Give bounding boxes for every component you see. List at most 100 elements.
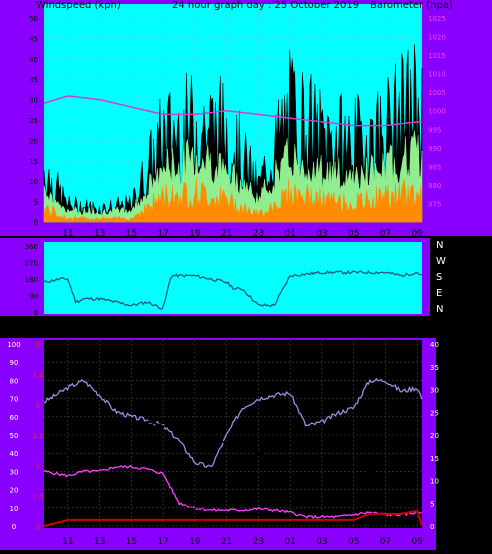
humidity-y-tick-label: 10 [10,505,19,513]
wind-y-tick-label: 5 [34,199,38,207]
barometer-y-tick-label: 985 [428,163,441,171]
graph-title: 24 hour graph day : 25 October 2019 [172,0,360,11]
dewpoint-series [43,464,423,520]
wind-y-tick-label: 30 [29,97,38,105]
rain-y-tick-label: 2 [36,402,40,410]
humidity-y-tick-label: 0 [12,523,16,531]
wind-x-tick-label: 19 [189,229,201,239]
barometer-y-tick-label: 1005 [428,89,446,97]
temperature-y-tick-label: 0 [430,523,434,531]
rain-y-tick-label: 1.5 [32,432,43,440]
wind-y-tick-label: 20 [29,137,38,145]
temperature-y-tick-label: 15 [430,455,439,463]
humidity-y-tick-label: 40 [10,450,19,458]
direction-y-tick-label: 270 [25,260,38,268]
rain-y-tick-label: 3 [36,341,40,349]
sunset-label: SunSet [185,502,217,512]
direction-y-tick-label: 90 [29,293,38,301]
temperature-y-tick-label: 40 [430,341,439,349]
humidity-series [43,377,423,469]
wind-y-tick-label: 25 [29,117,38,125]
humidity-y-tick-label: 50 [10,432,19,440]
wind-x-tick-label: 09 [412,229,424,239]
rain-y-tick-label: 1 [36,462,40,470]
windspeed-axis-title: Windspeed (kph) [36,0,121,11]
humidity-y-tick-label: 70 [10,396,19,404]
barometer-y-tick-label: 1000 [428,108,446,116]
barometer-series [43,95,422,127]
rain-y-tick-label: 0.5 [32,493,43,501]
compass-label-n-bottom: N [436,304,444,315]
temp-dewpoint-axis-title: Temperature (°C)Dew Point (°C) [312,321,472,332]
wind-direction-series [43,269,422,310]
wind-y-tick-label: 50 [29,15,38,23]
temperature-x-tick-label: 21 [221,537,232,547]
temperature-x-tick-label: 15 [126,537,137,547]
rain-y-tick-label: 2.5 [32,371,43,379]
wind-x-tick-label: 17 [157,229,168,239]
temperature-x-tick-label: 01 [284,537,295,547]
compass-label-n-top: N [436,240,444,251]
wind-x-tick-label: 23 [253,229,264,239]
barometer-y-tick-label: 990 [428,145,441,153]
humidity-y-tick-label: 90 [10,359,19,367]
direction-y-tick-label: 180 [25,276,38,284]
temperature-y-tick-label: 10 [430,478,439,486]
barometer-y-tick-label: 980 [428,182,441,190]
wind-x-tick-label: 15 [126,229,137,239]
temperature-y-tick-label: 20 [430,432,439,440]
humidity-y-tick-label: 20 [10,487,19,495]
temperature-x-tick-label: 05 [348,537,359,547]
wind-x-tick-label: 11 [62,229,73,239]
wind-y-tick-label: 15 [29,158,38,166]
wind-low-series [43,178,423,223]
direction-y-tick-label: 360 [25,243,38,251]
temperature-y-tick-label: 25 [430,409,439,417]
temperature-x-tick-label: 19 [189,537,201,547]
temperature-x-tick-label: 07 [380,537,391,547]
wind-x-tick-label: 07 [380,229,391,239]
wind-y-tick-label: 40 [29,56,38,64]
wind-y-tick-label: 10 [29,178,38,186]
wind-x-tick-label: 13 [94,229,105,239]
direction-plot-area [44,242,422,314]
barometer-y-tick-label: 1010 [428,71,446,79]
temperature-x-tick-label: 23 [253,537,264,547]
wind-y-tick-label: 0 [34,219,38,227]
wind-y-tick-label: 35 [29,76,38,84]
direction-y-tick-label: 0 [34,309,38,317]
rain-y-tick-label: 0 [36,523,40,531]
barometer-y-tick-label: 995 [428,126,441,134]
temperature-x-tick-label: 13 [94,537,105,547]
sunrise-label: SunRise [355,502,392,512]
barometer-y-tick-label: 1025 [428,15,446,23]
barometer-y-tick-label: 1015 [428,52,446,60]
wind-x-tick-label: 05 [348,229,359,239]
wind-x-tick-label: 01 [284,229,295,239]
temperature-y-tick-label: 35 [430,364,439,372]
humidity-y-tick-label: 100 [7,341,20,349]
temperature-series [43,420,423,478]
temperature-x-tick-label: 09 [412,537,424,547]
compass-label-e: E [436,288,443,299]
rainfall-series [43,509,423,527]
rain-humidity-axis-title: Rainfall (mm) Humidity (%) [1,321,138,332]
barometer-axis-title: Barometer (hpa) [370,0,453,11]
temperature-plot-area [44,340,422,528]
temperature-x-tick-label: 17 [157,537,168,547]
wind-x-tick-label: 21 [221,229,232,239]
wind-y-tick-label: 45 [29,35,38,43]
temperature-y-tick-label: 5 [430,500,434,508]
wind-x-tick-label: 03 [316,229,327,239]
humidity-y-tick-label: 60 [10,414,19,422]
humidity-y-tick-label: 30 [10,468,19,476]
barometer-y-tick-label: 1020 [428,34,446,42]
temperature-x-tick-label: 11 [62,537,73,547]
barometer-y-tick-label: 975 [428,200,441,208]
compass-label-s: S [436,272,443,283]
temperature-y-tick-label: 30 [430,387,439,395]
temperature-x-tick-label: 03 [316,537,327,547]
humidity-y-tick-label: 80 [10,377,19,385]
